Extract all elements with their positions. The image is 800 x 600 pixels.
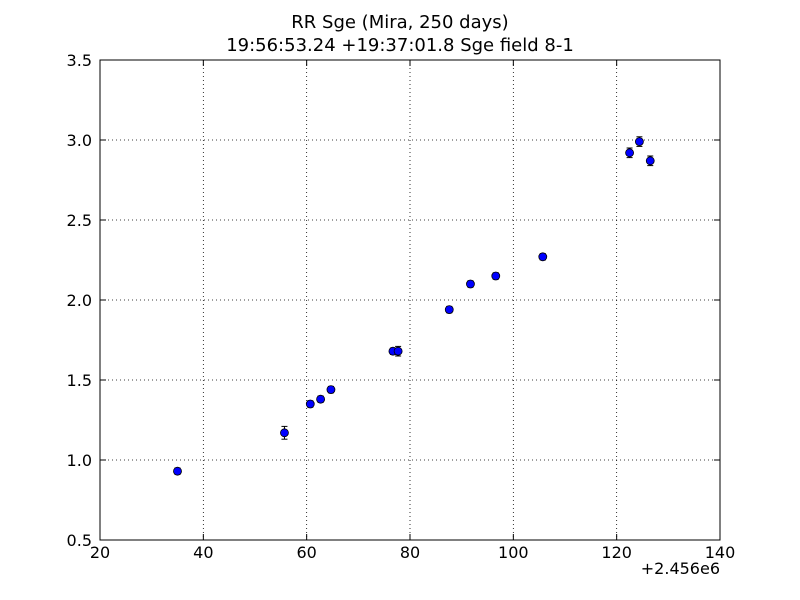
y-tick-label: 1.0 bbox=[67, 451, 92, 470]
data-point bbox=[491, 271, 501, 281]
x-axis-offset-label: +2.456e6 bbox=[640, 559, 720, 578]
data-point bbox=[280, 428, 289, 438]
y-tick-label: 3.0 bbox=[67, 131, 92, 150]
x-tick-label: 100 bbox=[498, 543, 529, 562]
y-tick-label: 2.5 bbox=[67, 211, 92, 230]
data-point bbox=[466, 279, 475, 289]
y-tick-label: 1.5 bbox=[67, 371, 92, 390]
data-point bbox=[625, 148, 634, 158]
data-point bbox=[305, 399, 315, 409]
data-point bbox=[538, 252, 548, 262]
data-point bbox=[316, 394, 326, 404]
x-tick-label: 20 bbox=[90, 543, 110, 562]
chart-title: RR Sge (Mira, 250 days) bbox=[291, 12, 509, 33]
y-tick-label: 2.0 bbox=[67, 291, 92, 310]
y-tick-label: 0.5 bbox=[67, 531, 92, 550]
data-point bbox=[645, 156, 655, 166]
x-tick-label: 40 bbox=[193, 543, 213, 562]
data-point bbox=[444, 305, 454, 315]
data-point bbox=[173, 466, 182, 476]
data-point bbox=[393, 346, 403, 356]
x-tick-label: 80 bbox=[400, 543, 420, 562]
x-tick-label: 140 bbox=[705, 543, 736, 562]
data-point bbox=[635, 137, 644, 147]
x-tick-label: 60 bbox=[296, 543, 316, 562]
y-tick-label: 3.5 bbox=[67, 51, 92, 70]
chart-subtitle: 19:56:53.24 +19:37:01.8 Sge field 8-1 bbox=[226, 35, 574, 56]
x-tick-label: 120 bbox=[601, 543, 632, 562]
data-point bbox=[326, 385, 336, 395]
